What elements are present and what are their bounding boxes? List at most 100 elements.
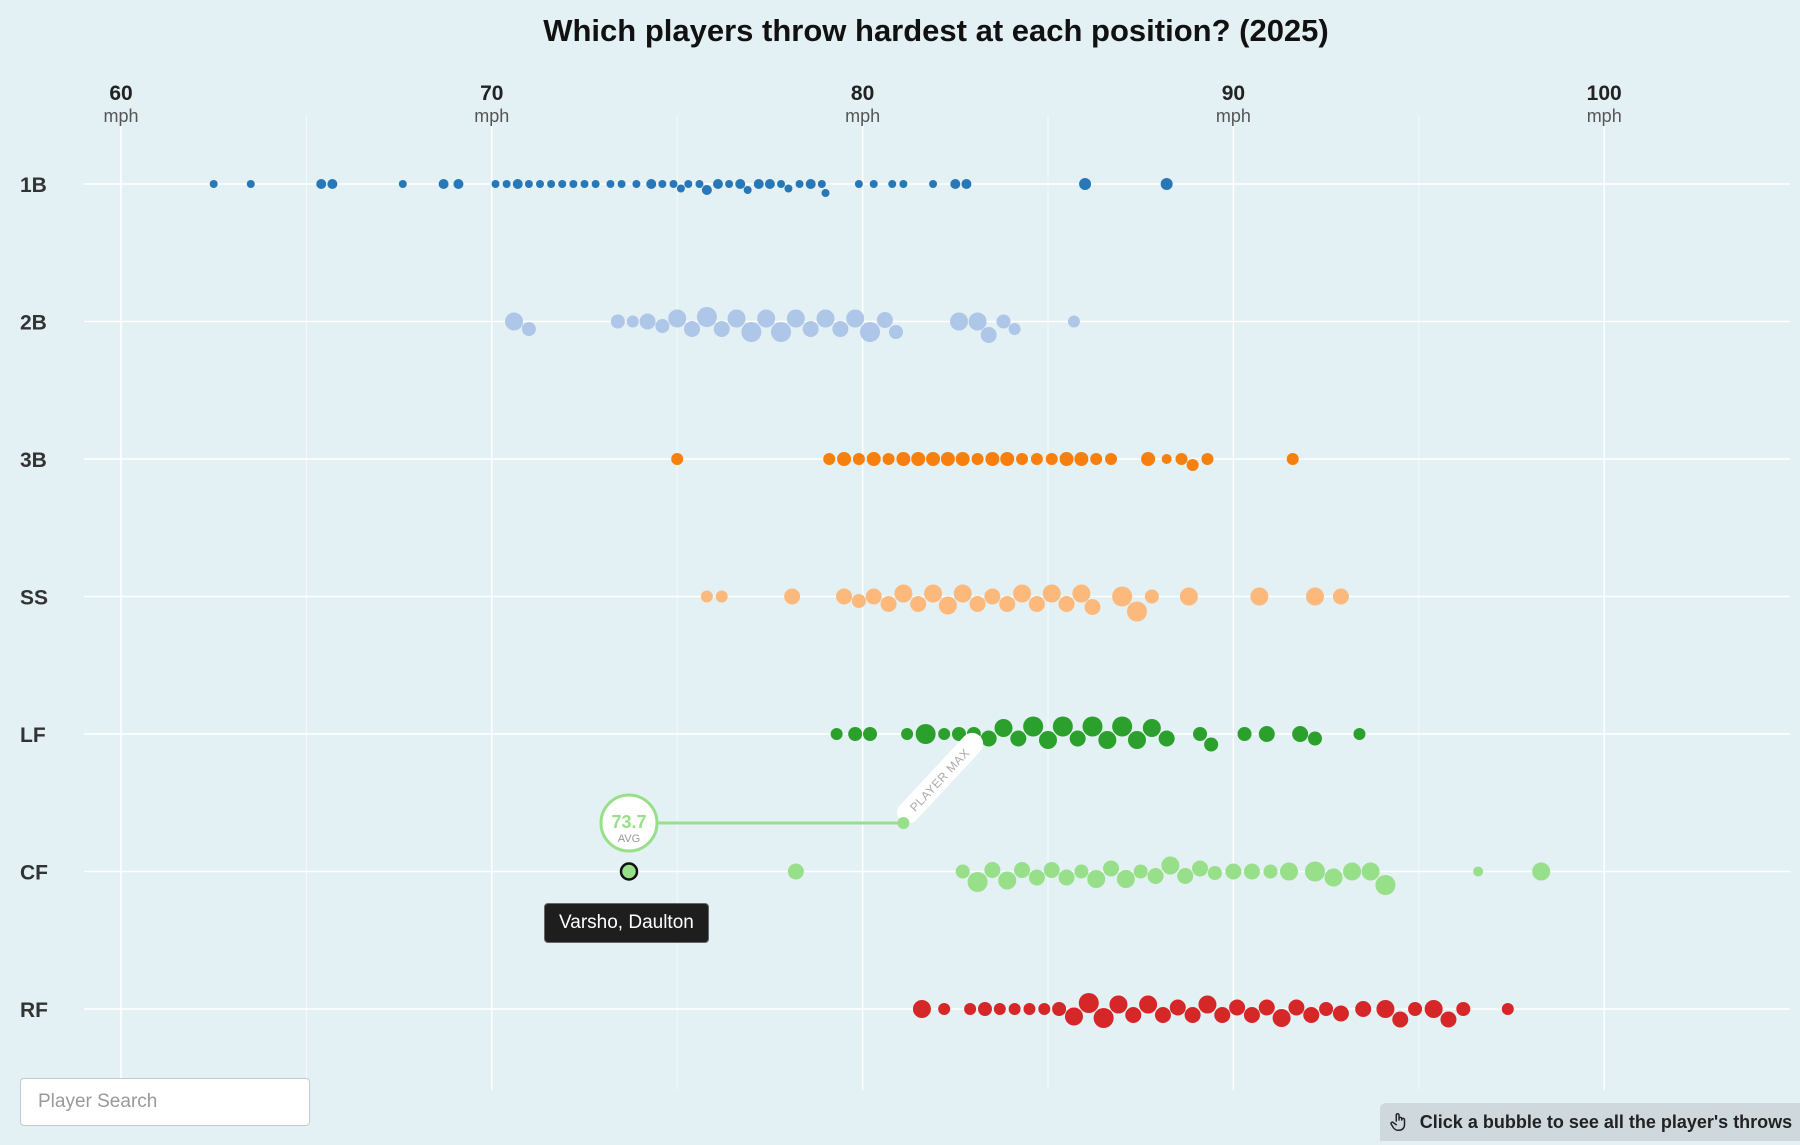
player-bubble[interactable]	[938, 728, 951, 740]
player-bubble[interactable]	[860, 322, 881, 342]
player-bubble[interactable]	[1501, 1003, 1514, 1015]
player-bubble[interactable]	[852, 453, 865, 465]
player-bubble[interactable]	[786, 309, 805, 328]
player-bubble[interactable]	[802, 321, 819, 337]
player-bubble[interactable]	[1141, 452, 1156, 466]
player-bubble[interactable]	[1376, 1000, 1395, 1018]
player-bubble[interactable]	[952, 727, 967, 741]
player-bubble[interactable]	[980, 327, 997, 343]
player-bubble[interactable]	[816, 309, 835, 328]
player-bubble[interactable]	[1052, 716, 1073, 737]
player-bubble[interactable]	[1154, 1007, 1171, 1023]
player-bubble[interactable]	[1305, 587, 1324, 606]
player-bubble[interactable]	[1016, 453, 1029, 465]
player-bubble[interactable]	[876, 312, 893, 328]
player-bubble[interactable]	[753, 179, 764, 189]
player-bubble[interactable]	[950, 179, 961, 189]
player-bubble[interactable]	[996, 314, 1011, 329]
player-bubble[interactable]	[823, 453, 836, 465]
player-bubble[interactable]	[964, 1003, 977, 1015]
player-bubble[interactable]	[1008, 323, 1021, 335]
player-bubble[interactable]	[1116, 870, 1135, 888]
player-bubble[interactable]	[846, 309, 865, 328]
player-bubble[interactable]	[1158, 730, 1175, 747]
player-bubble[interactable]	[915, 724, 936, 744]
player-bubble[interactable]	[969, 596, 986, 612]
player-bubble[interactable]	[1028, 869, 1045, 886]
player-bubble[interactable]	[993, 1003, 1006, 1015]
player-bubble[interactable]	[953, 584, 972, 603]
player-bubble[interactable]	[715, 590, 728, 603]
player-bubble[interactable]	[725, 180, 734, 188]
player-bubble[interactable]	[1147, 868, 1164, 884]
player-bubble[interactable]	[1043, 862, 1060, 878]
player-bubble[interactable]	[1039, 731, 1057, 749]
player-bubble[interactable]	[1250, 587, 1269, 606]
player-bubble[interactable]	[999, 596, 1016, 612]
player-bubble[interactable]	[1179, 587, 1198, 606]
player-bubble[interactable]	[777, 180, 786, 188]
player-bubble[interactable]	[1243, 863, 1260, 880]
player-bubble[interactable]	[712, 179, 723, 189]
player-bubble[interactable]	[901, 728, 914, 740]
player-bubble[interactable]	[863, 727, 878, 741]
player-bubble[interactable]	[926, 452, 941, 466]
player-bubble[interactable]	[911, 452, 926, 466]
player-bubble[interactable]	[1307, 731, 1322, 746]
player-bubble[interactable]	[1292, 726, 1309, 742]
player-bubble[interactable]	[246, 180, 255, 188]
player-bubble[interactable]	[327, 179, 338, 189]
player-bubble[interactable]	[832, 321, 849, 337]
player-bubble[interactable]	[1319, 1002, 1334, 1016]
player-bubble[interactable]	[869, 180, 878, 188]
player-bubble[interactable]	[1126, 601, 1147, 622]
player-bubble[interactable]	[866, 452, 881, 466]
player-bubble[interactable]	[830, 728, 843, 740]
player-bubble[interactable]	[1067, 315, 1080, 328]
player-bubble[interactable]	[438, 179, 449, 189]
player-bubble[interactable]	[1375, 875, 1396, 895]
player-bubble[interactable]	[684, 321, 701, 337]
player-bubble[interactable]	[626, 315, 639, 328]
player-bubble[interactable]	[1109, 995, 1128, 1014]
player-bubble[interactable]	[1112, 586, 1133, 607]
player-bubble[interactable]	[998, 871, 1017, 890]
player-bubble[interactable]	[1237, 727, 1252, 741]
player-bubble[interactable]	[502, 180, 511, 188]
player-bubble[interactable]	[784, 588, 801, 605]
player-bubble[interactable]	[1355, 1001, 1372, 1017]
player-bubble[interactable]	[1090, 453, 1103, 465]
player-bubble[interactable]	[1532, 862, 1551, 881]
player-bubble[interactable]	[591, 180, 600, 188]
player-bubble[interactable]	[817, 180, 826, 188]
player-bubble[interactable]	[1014, 862, 1031, 878]
player-bubble[interactable]	[848, 727, 863, 741]
player-bubble[interactable]	[882, 453, 895, 465]
player-bubble[interactable]	[1214, 1007, 1231, 1023]
player-bubble[interactable]	[1069, 730, 1086, 747]
player-bubble[interactable]	[655, 319, 670, 333]
player-bubble[interactable]	[771, 322, 792, 342]
player-bubble[interactable]	[1353, 728, 1366, 740]
player-bubble[interactable]	[1243, 1007, 1260, 1023]
highlighted-player-bubble[interactable]	[619, 862, 639, 881]
player-bubble[interactable]	[547, 180, 556, 188]
player-bubble[interactable]	[985, 452, 1000, 466]
player-bubble[interactable]	[1139, 995, 1158, 1014]
player-bubble[interactable]	[787, 863, 804, 880]
player-bubble[interactable]	[512, 179, 523, 189]
player-bubble[interactable]	[1038, 1003, 1051, 1015]
player-bubble[interactable]	[1207, 866, 1222, 880]
player-bubble[interactable]	[671, 453, 684, 465]
player-bubble[interactable]	[880, 596, 897, 612]
player-bubble[interactable]	[910, 596, 927, 612]
player-bubble[interactable]	[1361, 862, 1380, 881]
player-bubble[interactable]	[1408, 1002, 1423, 1016]
player-bubble[interactable]	[929, 180, 938, 188]
player-bubble[interactable]	[617, 180, 626, 188]
player-bubble[interactable]	[676, 184, 685, 193]
player-bubble[interactable]	[743, 186, 752, 194]
player-bubble[interactable]	[1023, 716, 1044, 737]
player-bubble[interactable]	[1304, 861, 1325, 882]
player-bubble[interactable]	[1193, 727, 1208, 741]
